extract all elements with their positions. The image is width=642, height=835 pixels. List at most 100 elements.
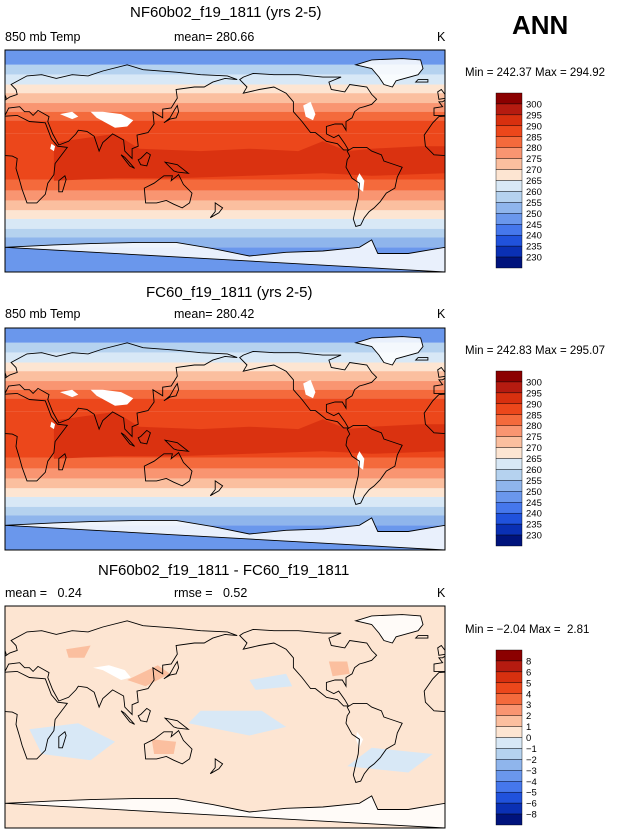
- coastline-eurasia: [5, 342, 238, 438]
- coastline-borneo: [137, 151, 151, 167]
- colorbar-tick-label: 255: [526, 476, 542, 487]
- temperature-band: [5, 200, 445, 211]
- panel2-mean-label: mean=: [174, 307, 213, 321]
- temperature-band: [5, 111, 445, 121]
- coastline-newZealand: [209, 480, 224, 497]
- coastline-sumatra: [120, 432, 135, 447]
- coastline-sumatra: [120, 710, 135, 725]
- panel2-min: 242.83: [496, 345, 532, 357]
- panel3-rmse-label: rmse =: [174, 586, 213, 600]
- colorbar-swatch: [495, 469, 523, 481]
- temperature-band: [5, 362, 445, 372]
- colorbar-tick-label: 240: [526, 509, 542, 520]
- temperature-band: [5, 488, 445, 497]
- coastline-iceland: [414, 79, 429, 83]
- colorbar-tick-label: 6: [526, 667, 531, 678]
- temperature-band: [5, 228, 445, 238]
- coastline-antarctica: [444, 524, 445, 526]
- colorbar-swatch: [495, 425, 523, 437]
- colorbar-swatch: [495, 180, 523, 192]
- temperature-band: [5, 190, 445, 201]
- colorbar-tick-label: −6: [526, 799, 537, 810]
- colorbar-swatch: [495, 534, 523, 547]
- anomaly-region: [328, 661, 350, 677]
- colorbar-tick-label: −5: [526, 788, 537, 799]
- colorbar-swatch: [495, 748, 523, 760]
- season-label: ANN: [512, 10, 569, 40]
- coastline-iceland: [414, 357, 429, 361]
- colorbar-tick-label: 1: [526, 722, 531, 733]
- colorbar-tick-label: 265: [526, 454, 542, 465]
- coastline-greenland: [354, 614, 424, 644]
- coastline-antarctica: [5, 524, 6, 550]
- coastline-africa: [5, 114, 69, 204]
- colorbar-tick-label: −3: [526, 766, 537, 777]
- colorbar-tick-label: 290: [526, 121, 542, 132]
- colorbar-swatch: [495, 660, 523, 673]
- colorbar-2: 3002952902852802752702652602552502452402…: [495, 370, 542, 547]
- colorbar-tick-label: 250: [526, 209, 542, 220]
- panel1-title: NF60b02_f19_1811 (yrs 2-5): [130, 4, 322, 21]
- panel1-max: 294.92: [569, 67, 606, 79]
- coastline-australia: [143, 173, 193, 209]
- coastline-borneo: [578, 152, 590, 166]
- missing-data-mask: [90, 111, 134, 128]
- coastline-antarctica: [5, 802, 6, 828]
- colorbar-tick-label: 275: [526, 154, 542, 165]
- colorbar-swatch: [495, 802, 523, 815]
- temperature-band: [5, 371, 445, 382]
- colorbar-tick-label: 265: [526, 176, 542, 187]
- colorbar-swatch: [495, 245, 523, 258]
- colorbar-swatch: [495, 147, 523, 159]
- coastline-antarctica: [444, 802, 445, 804]
- coastline-antarctica: [444, 246, 445, 248]
- temperature-band: [5, 179, 445, 191]
- coastlines: [5, 614, 619, 828]
- colorbar-swatch: [495, 234, 523, 247]
- colorbar-tick-label: 300: [526, 99, 542, 110]
- colorbar-tick-label: 300: [526, 377, 542, 388]
- coastline-southAmerica: [345, 424, 403, 505]
- panel1-units: K: [437, 30, 446, 44]
- colorbar-swatch: [495, 671, 523, 684]
- colorbar-tick-label: 295: [526, 110, 542, 121]
- map-panel-2: [5, 328, 445, 550]
- missing-data-mask: [60, 111, 79, 120]
- colorbar-swatch: [495, 523, 523, 536]
- colorbar-swatch: [495, 791, 523, 804]
- coastline-antarctica: [5, 795, 445, 828]
- temperature-band: [5, 352, 445, 363]
- colorbar-swatch: [495, 715, 523, 727]
- temperature-band: [5, 381, 445, 390]
- colorbar-tick-label: −8: [526, 810, 537, 821]
- colorbar-swatch: [495, 403, 523, 415]
- colorbar-swatch: [495, 813, 523, 826]
- colorbar-tick-label: 290: [526, 399, 542, 410]
- coastline-southAmerica: [345, 702, 403, 783]
- coastline-japan: [604, 662, 619, 679]
- anomaly-region: [29, 723, 115, 761]
- colorbar-tick-label: 240: [526, 231, 542, 242]
- panel1-mean-label: mean=: [174, 30, 213, 44]
- coastline-africa: [5, 670, 69, 760]
- temperature-band: [5, 398, 445, 412]
- colorbar-swatch: [495, 136, 523, 148]
- temperature-band: [5, 389, 445, 399]
- temperature-band: [5, 120, 445, 134]
- panel2-units: K: [437, 307, 446, 321]
- colorbar-tick-label: 270: [526, 443, 542, 454]
- coastline-newGuinea: [163, 161, 190, 174]
- temperature-band: [5, 457, 445, 469]
- temperature-band: [5, 328, 445, 343]
- coastlines: [5, 336, 445, 550]
- coastline-japan: [163, 104, 180, 124]
- coastline-japan: [604, 106, 619, 123]
- missing-data-mask: [50, 143, 56, 152]
- colorbar-swatch: [495, 213, 523, 225]
- missing-data-mask: [303, 101, 316, 121]
- colorbar-swatch: [495, 649, 523, 662]
- map-frame: [4, 327, 446, 551]
- colorbar-tick-label: 260: [526, 465, 542, 476]
- panel2-max: 295.07: [569, 345, 606, 357]
- colorbar-swatch: [495, 436, 523, 448]
